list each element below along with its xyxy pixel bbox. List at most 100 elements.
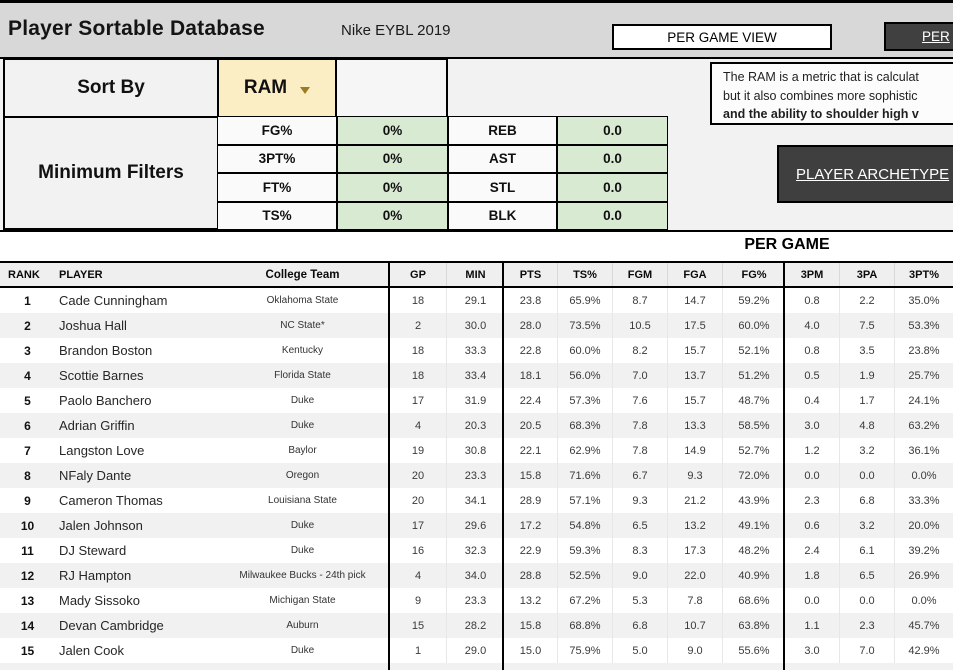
table-row: 8 NFaly Dante Oregon 20 23.3 15.8 71.6% 6.7 9.3 7… bbox=[0, 463, 953, 488]
cell-college-team: Duke bbox=[290, 420, 315, 431]
player-archetype-button[interactable]: PLAYER ARCHETYPE bbox=[777, 145, 953, 203]
cell-fgpct: 59.2% bbox=[738, 294, 770, 307]
cell-player: Adrian Griffin bbox=[59, 418, 135, 433]
cell-fga: 14.9 bbox=[668, 438, 723, 463]
filter-input-ft[interactable]: 0% bbox=[337, 173, 448, 202]
cell-gp: 1 bbox=[390, 638, 447, 663]
cell-tspct: 68.8% bbox=[558, 613, 613, 638]
column-header-player: PLAYER bbox=[59, 268, 103, 281]
filter-input-stl[interactable]: 0.0 bbox=[557, 173, 668, 202]
cell-fgpct: 43.9% bbox=[738, 494, 770, 507]
cell-fgm: 10.5 bbox=[613, 313, 668, 338]
cell-3pa: 3.2 bbox=[840, 438, 895, 463]
column-header-pts: PTS bbox=[504, 263, 558, 286]
cell-fgm: 7.8 bbox=[613, 438, 668, 463]
cell-college-team: Duke bbox=[290, 645, 315, 656]
cell-3pm: 3.0 bbox=[785, 638, 840, 663]
column-header-fga: FGA bbox=[668, 263, 723, 286]
cell-3pm: 1.8 bbox=[785, 563, 840, 588]
cell-min: 29.0 bbox=[464, 644, 487, 657]
cell-gp: 16 bbox=[390, 538, 447, 563]
column-header-3pa: 3PA bbox=[840, 263, 895, 286]
cell-3pa: 1.7 bbox=[840, 388, 895, 413]
cell-rank: 15 bbox=[20, 643, 35, 658]
cell-player: NFaly Dante bbox=[59, 468, 132, 483]
cell-pts: 20.5 bbox=[504, 413, 558, 438]
filter-input-ts[interactable]: 0% bbox=[337, 201, 448, 230]
cell-rank: 12 bbox=[20, 568, 35, 583]
per-game-view-button-label: PER GAME VIEW bbox=[667, 29, 777, 45]
column-divider-college bbox=[388, 261, 390, 670]
cell-player: Brandon Boston bbox=[59, 343, 153, 358]
next-row-partial bbox=[0, 663, 953, 670]
cell-tspct: 57.1% bbox=[558, 488, 613, 513]
cell-pts: 28.0 bbox=[504, 313, 558, 338]
filter-label-fg: FG% bbox=[217, 116, 337, 145]
cell-tspct: 57.3% bbox=[558, 388, 613, 413]
cell-tspct: 54.8% bbox=[558, 513, 613, 538]
cell-3pm: 0.0 bbox=[785, 588, 840, 613]
cell-pts: 17.2 bbox=[504, 513, 558, 538]
cell-tspct: 73.5% bbox=[558, 313, 613, 338]
cell-fga: 9.0 bbox=[668, 638, 723, 663]
cell-tspct: 60.0% bbox=[558, 338, 613, 363]
filter-input-ast[interactable]: 0.0 bbox=[557, 144, 668, 173]
cell-fgpct: 55.6% bbox=[738, 644, 770, 657]
table-row: 13 Mady Sissoko Michigan State 9 23.3 13.2 67.… bbox=[0, 588, 953, 613]
cell-fgpct: 72.0% bbox=[738, 469, 770, 482]
cell-fga: 17.3 bbox=[668, 538, 723, 563]
cell-pts: 28.9 bbox=[504, 488, 558, 513]
cell-3ptpct: 33.3% bbox=[908, 494, 940, 507]
table-row: 10 Jalen Johnson Duke 17 29.6 17.2 54.8% 6.5 13.… bbox=[0, 513, 953, 538]
cell-3ptpct: 53.3% bbox=[908, 319, 940, 332]
cell-player: Cade Cunningham bbox=[59, 293, 168, 308]
cell-fgm: 7.0 bbox=[613, 363, 668, 388]
column-header-3ptpct: 3PT% bbox=[909, 268, 939, 281]
per-view-button[interactable]: PER bbox=[884, 22, 953, 51]
cell-player: Devan Cambridge bbox=[59, 618, 164, 633]
cell-fgpct: 40.9% bbox=[738, 569, 770, 582]
cell-rank: 4 bbox=[24, 368, 31, 383]
filter-input-reb[interactable]: 0.0 bbox=[557, 116, 668, 145]
table-row: 2 Joshua Hall NC State* 2 30.0 28.0 73.5% 10.5 1… bbox=[0, 313, 953, 338]
cell-fgpct: 49.1% bbox=[738, 519, 770, 532]
cell-rank: 5 bbox=[24, 393, 31, 408]
column-header-tspct: TS% bbox=[558, 263, 613, 286]
cell-3ptpct: 39.2% bbox=[908, 544, 940, 557]
cell-college-team: Louisiana State bbox=[268, 495, 337, 506]
cell-fga: 21.2 bbox=[668, 488, 723, 513]
per-game-view-button[interactable]: PER GAME VIEW bbox=[612, 24, 832, 50]
cell-3pm: 1.2 bbox=[785, 438, 840, 463]
cell-pts: 22.9 bbox=[504, 538, 558, 563]
cell-gp: 4 bbox=[390, 563, 447, 588]
cell-3pm: 3.0 bbox=[785, 413, 840, 438]
sort-by-dropdown[interactable]: RAM bbox=[217, 58, 337, 118]
cell-min: 32.3 bbox=[464, 544, 487, 557]
cell-pts: 22.8 bbox=[504, 338, 558, 363]
table-header-row: RANK PLAYER College Team GP MIN PTS TS% FGM FGA F… bbox=[0, 261, 953, 288]
table-row: 14 Devan Cambridge Auburn 15 28.2 15.8 68.8% 6.… bbox=[0, 613, 953, 638]
cell-3pa: 3.5 bbox=[840, 338, 895, 363]
cell-min: 34.0 bbox=[464, 569, 487, 582]
column-header-3pm: 3PM bbox=[785, 263, 840, 286]
filter-input-blk[interactable]: 0.0 bbox=[557, 201, 668, 230]
cell-fgm: 8.3 bbox=[613, 538, 668, 563]
cell-3pm: 2.4 bbox=[785, 538, 840, 563]
cell-3pa: 6.1 bbox=[840, 538, 895, 563]
cell-tspct: 56.0% bbox=[558, 363, 613, 388]
column-header-fgm: FGM bbox=[613, 263, 668, 286]
cell-gp: 20 bbox=[390, 488, 447, 513]
filter-input-fg[interactable]: 0% bbox=[337, 116, 448, 145]
cell-3ptpct: 35.0% bbox=[908, 294, 940, 307]
chevron-down-icon bbox=[300, 86, 311, 94]
cell-rank: 14 bbox=[20, 618, 35, 633]
cell-tspct: 52.5% bbox=[558, 563, 613, 588]
cell-3pm: 0.8 bbox=[785, 338, 840, 363]
cell-player: Jalen Johnson bbox=[59, 518, 143, 533]
cell-3ptpct: 45.7% bbox=[908, 619, 940, 632]
cell-fgpct: 48.7% bbox=[738, 394, 770, 407]
filter-input-3pt[interactable]: 0% bbox=[337, 144, 448, 173]
cell-3ptpct: 23.8% bbox=[908, 344, 940, 357]
cell-college-team: Duke bbox=[290, 520, 315, 531]
cell-tspct: 59.3% bbox=[558, 538, 613, 563]
